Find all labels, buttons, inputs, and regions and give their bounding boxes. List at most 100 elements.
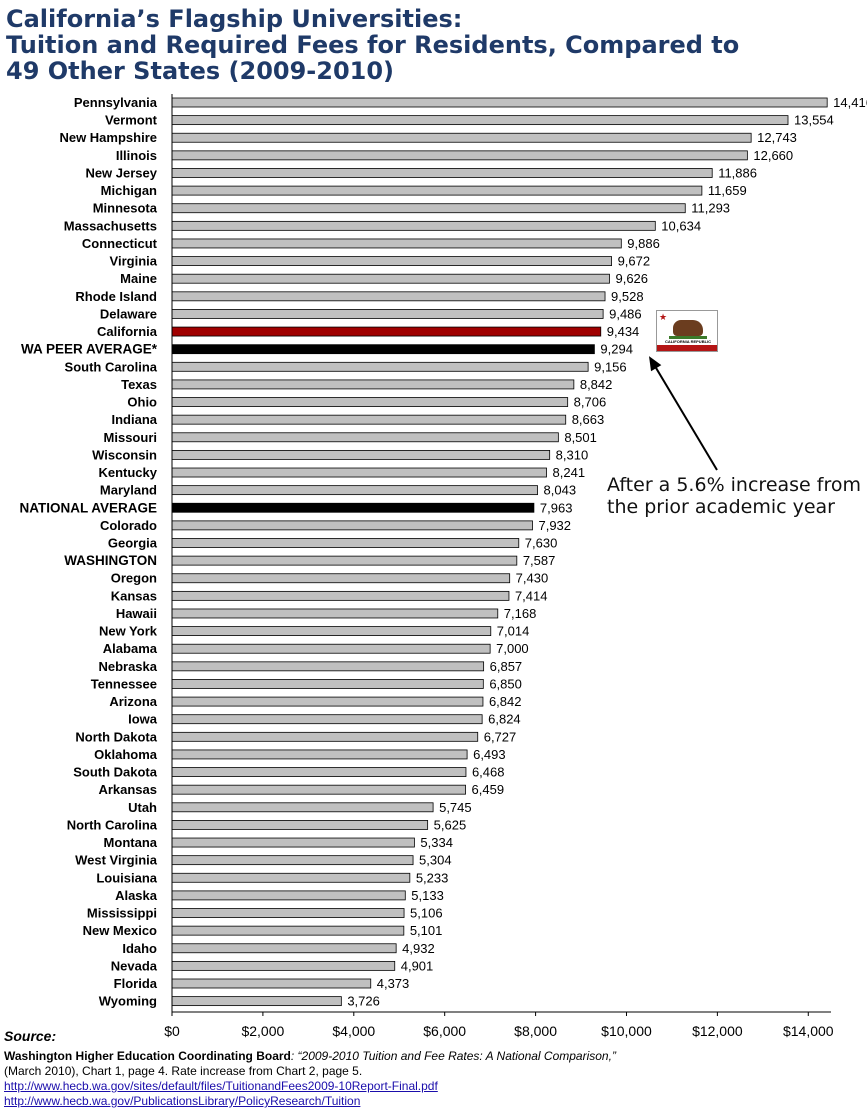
x-tick-label: $4,000 (332, 1023, 375, 1039)
bar (171, 538, 520, 548)
value-label: 9,434 (607, 324, 640, 339)
bar (171, 309, 604, 319)
value-label: 7,430 (516, 571, 549, 586)
value-label: 9,626 (615, 271, 648, 286)
bar (171, 291, 606, 302)
category-label: Missouri (104, 430, 157, 445)
category-label: Utah (128, 800, 157, 815)
value-label: 5,106 (410, 906, 443, 921)
bar (171, 467, 547, 478)
category-label: Oklahoma (94, 747, 158, 762)
source-link-1[interactable]: http://www.hecb.wa.gov/sites/default/fil… (4, 1079, 438, 1093)
title-line-1: California’s Flagship Universities: (6, 5, 463, 33)
category-label: Colorado (100, 518, 157, 533)
value-label: 5,745 (439, 800, 472, 815)
bar (171, 449, 551, 460)
category-label: WA PEER AVERAGE* (21, 342, 158, 357)
bar (171, 273, 610, 284)
annotation-line-2: the prior academic year (607, 496, 835, 518)
bar (171, 784, 466, 795)
star-icon: ★ (659, 312, 668, 322)
bar (171, 661, 485, 672)
flag-stripe (657, 345, 717, 351)
value-label: 8,663 (572, 412, 605, 427)
category-label: North Carolina (67, 817, 158, 832)
bar (171, 185, 703, 196)
value-label: 6,493 (473, 747, 506, 762)
flag-text: CALIFORNIA REPUBLIC (664, 339, 712, 344)
x-tick-label: $6,000 (423, 1023, 466, 1039)
value-label: 10,634 (661, 218, 701, 233)
category-label: Nevada (111, 958, 158, 973)
category-label: Hawaii (116, 606, 157, 621)
value-label: 9,672 (618, 254, 651, 269)
source-line-2: (March 2010), Chart 1, page 4. Rate incr… (4, 1064, 363, 1078)
bar (171, 714, 483, 725)
bar (171, 837, 415, 848)
bar (171, 802, 434, 813)
value-label: 11,293 (691, 201, 730, 216)
category-label: Kansas (111, 588, 157, 603)
value-label: 9,528 (611, 289, 644, 304)
value-label: 6,857 (490, 659, 523, 674)
value-label: 5,625 (434, 817, 467, 832)
value-label: 11,886 (718, 165, 757, 180)
bar (171, 767, 467, 777)
title-line-3: 49 Other States (2009-2010) (6, 57, 395, 85)
value-label: 7,932 (538, 518, 571, 533)
value-label: 9,294 (600, 342, 633, 357)
value-label: 8,241 (553, 465, 586, 480)
value-label: 7,630 (525, 536, 558, 551)
bar (171, 168, 713, 178)
category-label: South Carolina (65, 359, 158, 374)
value-label: 3,726 (347, 994, 380, 1009)
value-label: 12,660 (753, 148, 793, 163)
category-label: Nebraska (98, 659, 157, 674)
x-tick-label: $2,000 (241, 1023, 284, 1039)
source-footer: Washington Higher Education Coordinating… (4, 1049, 864, 1109)
annotation-arrow (651, 360, 718, 471)
bar (171, 731, 479, 742)
bar (171, 643, 491, 654)
category-label: Montana (104, 835, 158, 850)
category-label: Indiana (111, 412, 157, 427)
value-label: 6,459 (472, 782, 505, 797)
category-label: New Hampshire (59, 130, 157, 145)
value-label: 9,886 (627, 236, 660, 251)
source-link-2[interactable]: http://www.hecb.wa.gov/PublicationsLibra… (4, 1094, 361, 1108)
value-label: 4,932 (402, 941, 435, 956)
category-label: WASHINGTON (64, 553, 157, 568)
category-label: Wisconsin (92, 447, 157, 462)
bar (171, 696, 484, 707)
bar (171, 749, 468, 760)
bar (171, 890, 406, 901)
value-label: 5,304 (419, 853, 452, 868)
category-label: Tennessee (91, 676, 157, 691)
category-label: Louisiana (96, 870, 157, 885)
category-label: Maine (120, 271, 157, 286)
category-label: Georgia (108, 536, 158, 551)
source-citation: : “2009-2010 Tuition and Fee Rates: A Na… (290, 1049, 616, 1063)
value-label: 7,414 (515, 588, 548, 603)
category-label: Oregon (111, 571, 157, 586)
category-label: Florida (114, 976, 158, 991)
bar (171, 97, 828, 108)
category-label: Texas (121, 377, 157, 392)
category-label: Alaska (115, 888, 158, 903)
bar (171, 256, 612, 266)
x-tick-label: $12,000 (692, 1023, 743, 1039)
category-label: Connecticut (82, 236, 158, 251)
category-label: Iowa (128, 712, 158, 727)
bar (171, 590, 510, 601)
value-label: 6,727 (484, 729, 517, 744)
bear-icon (673, 320, 703, 336)
x-tick-label: $14,000 (783, 1023, 834, 1039)
chart-title: California’s Flagship Universities: Tuit… (6, 6, 856, 84)
bar (171, 132, 752, 143)
value-label: 8,706 (574, 395, 607, 410)
category-label: Minnesota (93, 201, 158, 216)
bar (171, 978, 372, 989)
value-label: 5,133 (411, 888, 444, 903)
value-label: 8,043 (544, 483, 577, 498)
value-label: 9,486 (609, 306, 642, 321)
